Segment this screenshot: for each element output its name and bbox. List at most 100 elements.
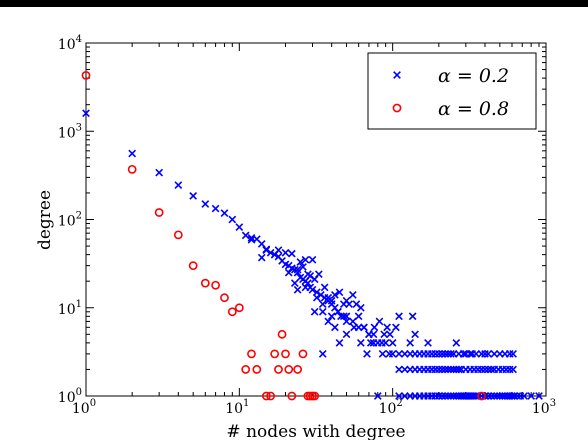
data-point-o: [173, 230, 183, 240]
data-point-x: [438, 365, 446, 374]
data-point-x: [296, 258, 305, 266]
data-point-x: [331, 323, 339, 332]
data-point-x: [365, 330, 373, 339]
data-point-x: [375, 317, 384, 326]
legend-marker-x: [393, 71, 401, 79]
data-point-x: [484, 365, 493, 374]
data-point-x: [452, 339, 461, 347]
data-point-x: [314, 270, 323, 279]
data-point-x: [304, 279, 312, 288]
data-point-o: [127, 164, 137, 174]
legend-marker-alpha-0.8: [392, 103, 402, 113]
data-point-x: [174, 181, 183, 190]
top-border-bar: [0, 0, 588, 7]
data-point-x: [266, 248, 275, 257]
data-point-x: [327, 296, 336, 305]
data-point-x: [247, 235, 256, 244]
data-point-x: [520, 392, 528, 400]
data-point-x: [510, 392, 519, 400]
data-point-o: [287, 391, 297, 401]
data-point-x: [487, 365, 496, 374]
data-point-x: [356, 339, 365, 347]
data-point-x: [477, 350, 486, 358]
data-point-x: [424, 339, 432, 347]
data-point-x: [155, 168, 164, 177]
data-point-x: [320, 283, 329, 292]
legend-marker-o: [392, 103, 402, 113]
y-tick-label: 100: [58, 387, 82, 406]
data-point-o: [241, 365, 251, 374]
data-point-x: [235, 223, 244, 231]
data-point-x: [378, 350, 387, 358]
data-point-x: [411, 330, 419, 339]
data-point-o: [274, 365, 283, 374]
data-point-o: [211, 280, 220, 290]
axis-tick-labels: 100 101 102 103 100 101 102 103 104: [58, 34, 556, 417]
y-tick-label: 103: [58, 122, 82, 141]
data-point-x: [301, 255, 310, 264]
y-tick-label: 102: [58, 211, 82, 230]
x-tick-label: 101: [225, 398, 249, 417]
data-point-x: [290, 279, 299, 288]
data-point-x: [388, 339, 397, 347]
series-alpha-0.2: [82, 109, 543, 400]
data-point-x: [363, 350, 371, 358]
data-point-o: [477, 391, 486, 401]
data-point-x: [257, 253, 266, 262]
data-point-o: [200, 278, 210, 288]
data-point-x: [434, 392, 443, 400]
x-tick-label: 103: [532, 398, 556, 417]
data-point-x: [293, 265, 302, 274]
legend-box: [367, 52, 537, 130]
data-point-x: [339, 312, 348, 321]
data-point-x: [441, 365, 450, 374]
data-point-x: [441, 392, 450, 400]
data-point-x: [189, 192, 198, 200]
data-point-x: [369, 339, 378, 347]
data-point-x: [350, 323, 358, 332]
data-point-x: [327, 312, 336, 321]
data-point-x: [459, 350, 468, 358]
data-point-o: [266, 391, 276, 401]
data-point-x: [395, 365, 403, 374]
data-point-x: [380, 330, 389, 339]
data-point-x: [211, 204, 220, 213]
data-point-x: [484, 350, 493, 358]
data-point-o: [310, 391, 320, 401]
data-point-x: [454, 365, 463, 374]
data-point-x: [513, 392, 522, 400]
y-tick-label: 104: [58, 34, 82, 53]
data-point-x: [461, 350, 470, 358]
data-point-x: [438, 350, 446, 358]
data-point-x: [481, 365, 489, 374]
legend-label-alpha-0.8: α = 0.8: [438, 98, 509, 120]
data-point-x: [441, 350, 450, 358]
data-point-x: [444, 365, 452, 374]
data-point-x: [438, 392, 446, 400]
data-point-x: [381, 339, 390, 347]
data-point-x: [312, 293, 321, 302]
series-alpha-0.8: [81, 70, 486, 401]
x-tick-label: 102: [379, 398, 403, 417]
data-point-x: [220, 209, 229, 218]
data-point-x: [356, 303, 365, 312]
data-point-o: [220, 293, 229, 303]
data-point-x: [373, 392, 382, 400]
data-point-x: [342, 330, 351, 339]
data-point-x: [527, 392, 536, 400]
data-point-x: [487, 392, 496, 400]
data-point-x: [308, 255, 317, 264]
legend: α = 0.2 α = 0.8: [367, 52, 537, 130]
data-point-x: [335, 288, 344, 297]
data-point-x: [228, 215, 237, 224]
data-point-x: [318, 307, 327, 316]
data-point-o: [154, 208, 164, 217]
x-axis-label: # nodes with degree: [226, 422, 405, 440]
data-point-x: [395, 312, 403, 321]
data-series: [81, 70, 543, 401]
data-point-x: [444, 350, 452, 358]
data-point-x: [128, 149, 137, 158]
data-point-x: [293, 285, 302, 294]
data-point-x: [484, 392, 493, 400]
x-tick-label: 100: [72, 398, 96, 417]
